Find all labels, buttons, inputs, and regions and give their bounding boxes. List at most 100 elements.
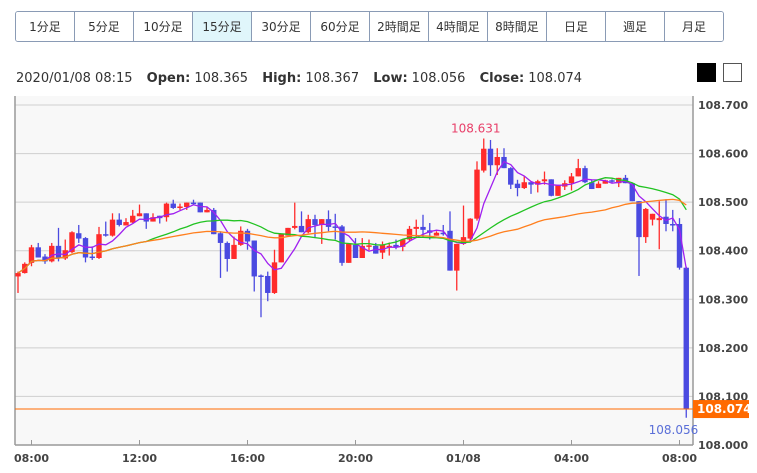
- candle-body: [305, 219, 311, 233]
- candle-body: [265, 275, 271, 293]
- candle-body: [130, 215, 136, 223]
- light-theme-button[interactable]: [723, 63, 742, 82]
- candle: [109, 213, 116, 237]
- candle: [548, 179, 554, 197]
- candle-body: [595, 183, 602, 189]
- candle-body: [352, 244, 359, 258]
- candle-body: [528, 182, 534, 185]
- candle-body: [211, 209, 217, 235]
- candle-body: [616, 177, 622, 184]
- candle: [325, 210, 332, 232]
- tab-5[interactable]: 60分足: [311, 12, 370, 41]
- tab-9[interactable]: 日足: [547, 12, 606, 41]
- candle-body: [514, 183, 521, 189]
- candle-body: [582, 168, 588, 183]
- candle-body: [683, 267, 689, 410]
- candle: [528, 182, 534, 194]
- candle: [568, 172, 575, 191]
- candle: [163, 202, 170, 222]
- candle: [366, 239, 372, 251]
- current-price-value: 108.074: [697, 402, 752, 416]
- y-tick-label: 108.200: [698, 342, 748, 355]
- candle-body: [224, 242, 230, 259]
- candle-body: [244, 230, 251, 242]
- candle-body: [278, 233, 284, 263]
- current-price-tag: [693, 400, 749, 419]
- candle-body: [494, 156, 500, 166]
- candle: [130, 209, 136, 224]
- candle-body: [555, 185, 561, 196]
- candle-body: [609, 180, 615, 182]
- candle: [217, 231, 224, 278]
- tab-2[interactable]: 10分足: [134, 12, 193, 41]
- candle: [508, 167, 514, 190]
- candle-body: [656, 218, 662, 221]
- tab-10[interactable]: 週足: [606, 12, 665, 41]
- tab-4[interactable]: 30分足: [252, 12, 311, 41]
- candle-body: [49, 245, 55, 262]
- tab-8[interactable]: 8時間足: [488, 12, 547, 41]
- candle: [494, 148, 500, 175]
- ma-short-line: [17, 160, 687, 274]
- candle-body: [359, 245, 365, 258]
- candle-body: [123, 222, 129, 226]
- y-tick-label: 108.600: [698, 148, 748, 161]
- candle: [514, 179, 521, 197]
- candle-body: [379, 244, 386, 253]
- tab-6[interactable]: 2時間足: [370, 12, 429, 41]
- tab-3[interactable]: 15分足: [193, 12, 252, 41]
- candle-body: [548, 179, 554, 196]
- candle: [406, 225, 413, 242]
- candle-body: [521, 182, 527, 189]
- candle-body: [238, 230, 244, 245]
- candle-body: [170, 203, 176, 208]
- candle: [555, 184, 561, 196]
- candle: [454, 243, 460, 291]
- min-price-label: 108.056: [649, 423, 699, 437]
- candle: [629, 183, 635, 202]
- candle-body: [319, 219, 325, 225]
- candle-body: [136, 213, 143, 217]
- candle-body: [184, 202, 190, 207]
- candle-body: [204, 209, 210, 213]
- candle-body: [629, 183, 635, 202]
- x-tick-label: 04:00: [554, 452, 589, 465]
- ohlc-info: 2020/01/08 08:15 Open: 108.365 High: 108.3…: [16, 71, 582, 86]
- candle: [177, 203, 183, 210]
- candle: [123, 218, 129, 226]
- candle-body: [649, 213, 656, 220]
- candle-body: [481, 148, 487, 171]
- dark-theme-button[interactable]: [697, 63, 716, 82]
- candle: [332, 213, 338, 240]
- candle-body: [163, 203, 170, 218]
- candle-body: [76, 233, 82, 239]
- candle-body: [231, 244, 237, 259]
- candle: [319, 219, 325, 244]
- candle-body: [420, 226, 426, 230]
- tab-0[interactable]: 1分足: [16, 12, 75, 41]
- candle: [420, 214, 426, 238]
- candle: [487, 139, 494, 176]
- tab-11[interactable]: 月足: [665, 12, 723, 41]
- candle: [595, 181, 602, 189]
- close-label: Close:: [479, 71, 525, 86]
- candle: [305, 214, 311, 234]
- candle: [670, 209, 676, 232]
- candle-body: [400, 239, 406, 247]
- candle: [474, 161, 480, 221]
- x-tick-label: 12:00: [122, 452, 157, 465]
- tab-1[interactable]: 5分足: [75, 12, 134, 41]
- candle: [636, 201, 642, 276]
- candle: [589, 179, 595, 190]
- candle-body: [406, 228, 413, 240]
- candle: [224, 241, 230, 272]
- candle: [76, 224, 82, 243]
- candle-body: [217, 233, 224, 243]
- tab-7[interactable]: 4時間足: [429, 12, 488, 41]
- candle: [116, 213, 122, 227]
- candle: [278, 233, 284, 263]
- candle-body: [467, 218, 473, 239]
- candle-body: [298, 225, 305, 233]
- candle-body: [55, 245, 62, 258]
